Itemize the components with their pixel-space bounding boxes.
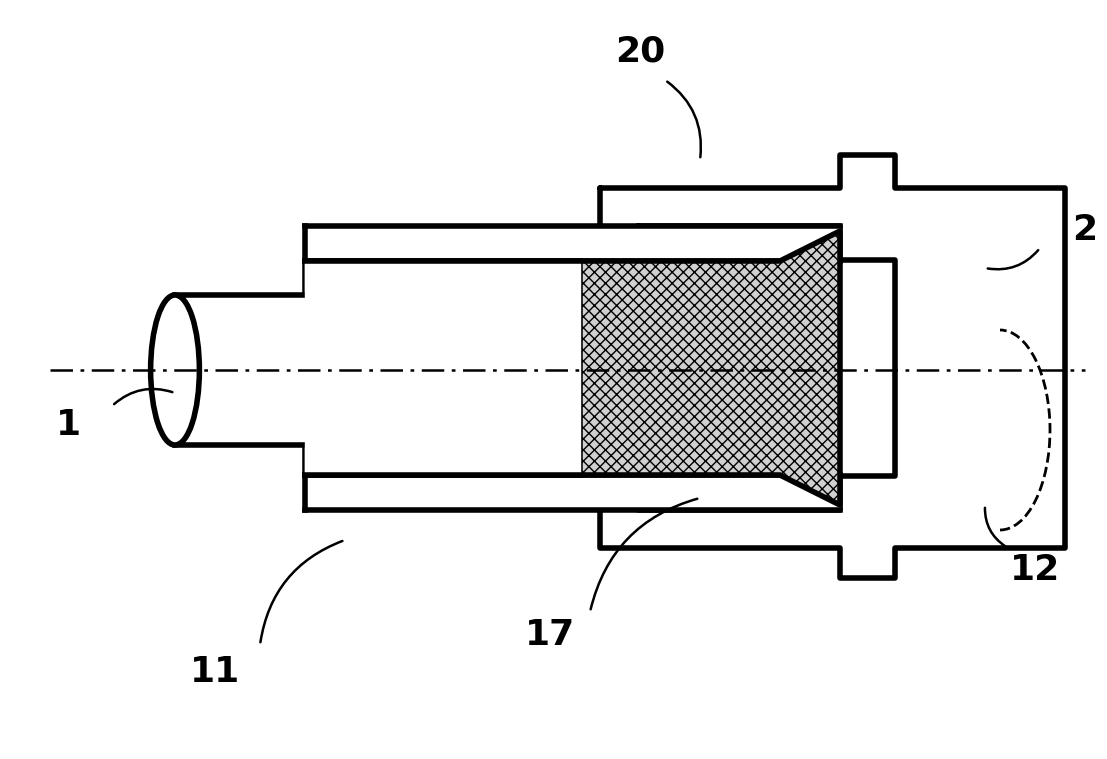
Text: 1: 1 xyxy=(55,408,81,442)
Ellipse shape xyxy=(151,295,199,445)
Text: 17: 17 xyxy=(525,618,576,652)
Text: 12: 12 xyxy=(1010,553,1061,587)
Text: 20: 20 xyxy=(614,35,665,69)
Text: 11: 11 xyxy=(190,655,240,689)
Polygon shape xyxy=(638,226,894,510)
Polygon shape xyxy=(306,261,580,475)
Polygon shape xyxy=(600,155,1065,578)
Polygon shape xyxy=(306,226,840,510)
Polygon shape xyxy=(580,231,840,505)
Polygon shape xyxy=(306,261,840,475)
Text: 2: 2 xyxy=(1073,213,1097,247)
Polygon shape xyxy=(175,295,700,445)
